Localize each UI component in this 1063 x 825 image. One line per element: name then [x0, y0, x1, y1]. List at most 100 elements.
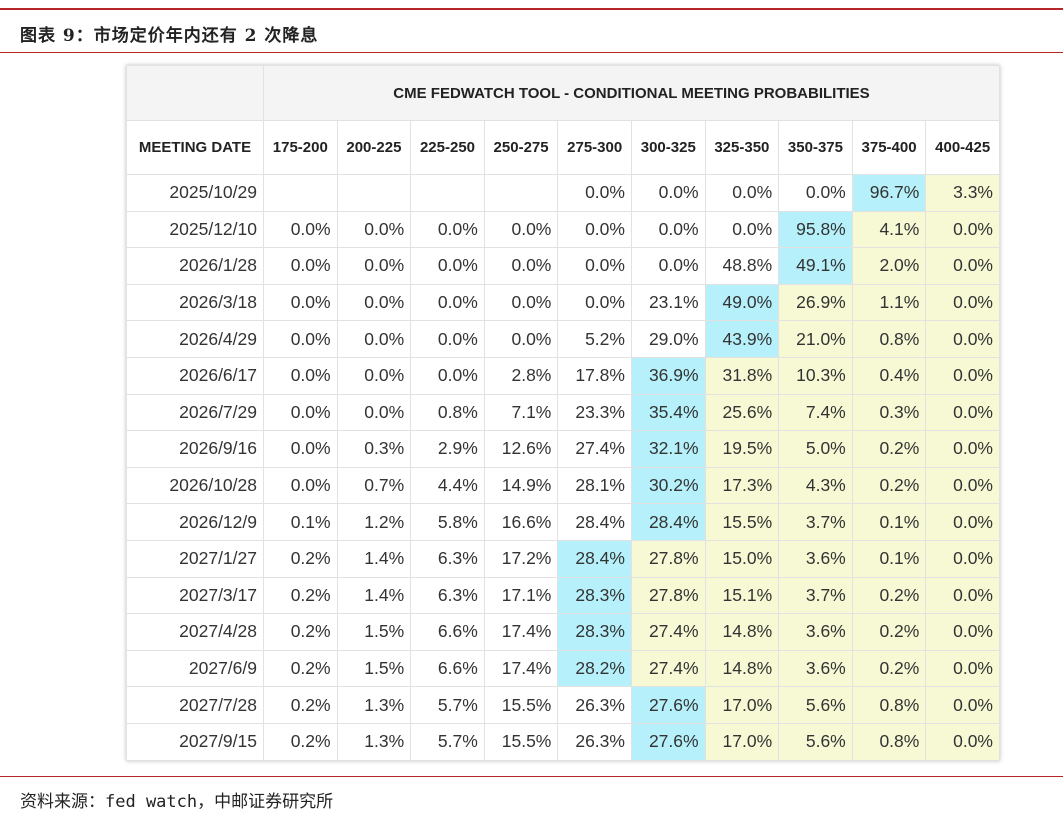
probability-cell: 0.0%	[336, 356, 412, 395]
probability-cell: 0.0%	[263, 320, 338, 358]
probability-cell: 0.0%	[925, 722, 1000, 761]
probability-cell: 4.1%	[851, 210, 927, 249]
probability-cell: 21.0%	[778, 320, 853, 358]
probability-cell: 0.0%	[336, 247, 412, 285]
meeting-date-cell: 2027/6/9	[126, 649, 264, 688]
probability-cell: 27.4%	[557, 430, 632, 468]
probability-cell: 12.6%	[483, 430, 559, 468]
probability-cell: 0.0%	[263, 283, 338, 322]
probability-cell: 3.6%	[778, 649, 853, 688]
table-row: 2027/7/28 0.2% 1.3% 5.7% 15.5% 26.3% 27.6% 17.0…	[126, 686, 1000, 724]
probability-cell: 31.8%	[704, 356, 780, 395]
table-row: 2025/10/29 0.0% 0.0% 0.0% 0.0% 96.7% 3.3%	[126, 174, 1000, 212]
probability-cell	[483, 174, 559, 212]
figure-title: 图表 9：市场定价年内还有 2 次降息	[20, 26, 319, 46]
meeting-date-cell: 2026/10/28	[126, 466, 264, 505]
table-row: 2027/3/17 0.2% 1.4% 6.3% 17.1% 28.3% 27.8% 15.1…	[126, 576, 1000, 615]
probability-cell: 3.7%	[778, 576, 853, 615]
probability-cell: 95.8%	[778, 210, 853, 249]
probability-cell: 0.2%	[263, 722, 338, 761]
probability-cell: 5.7%	[410, 722, 485, 761]
probability-cell: 5.0%	[778, 430, 853, 468]
probability-cell: 30.2%	[630, 466, 706, 505]
probability-cell: 26.9%	[778, 283, 853, 322]
probability-cell: 5.8%	[410, 503, 485, 541]
source-note: 资料来源：fed watch，中邮证券研究所	[20, 792, 334, 812]
probability-cell	[410, 174, 485, 212]
probability-cell: 17.0%	[704, 686, 780, 724]
rate-range-header: 300-325	[630, 120, 706, 175]
probability-cell: 0.0%	[557, 247, 632, 285]
probability-cell: 0.2%	[263, 686, 338, 724]
probability-cell: 27.4%	[630, 649, 706, 688]
probability-cell: 0.0%	[263, 247, 338, 285]
probability-cell: 0.2%	[851, 613, 927, 651]
probability-cell: 1.4%	[336, 539, 412, 578]
meeting-date-cell: 2025/10/29	[126, 174, 264, 212]
probability-cell: 17.3%	[704, 466, 780, 505]
probability-cell: 23.3%	[557, 393, 632, 432]
probability-cell: 0.0%	[557, 283, 632, 322]
probability-cell: 0.0%	[925, 393, 1000, 432]
probability-cell: 6.6%	[410, 613, 485, 651]
probability-cell: 17.2%	[483, 539, 559, 578]
probability-cell: 3.6%	[778, 539, 853, 578]
probability-cell: 0.0%	[925, 649, 1000, 688]
probability-cell: 0.3%	[851, 393, 927, 432]
probability-cell: 0.0%	[483, 283, 559, 322]
probability-cell: 48.8%	[704, 247, 780, 285]
bottom-rule	[0, 776, 1063, 777]
probability-cell: 26.3%	[557, 722, 632, 761]
probability-cell: 6.3%	[410, 539, 485, 578]
probability-cell: 27.8%	[630, 539, 706, 578]
probability-cell: 15.1%	[704, 576, 780, 615]
probability-cell: 15.0%	[704, 539, 780, 578]
table-row: 2026/12/9 0.1% 1.2% 5.8% 16.6% 28.4% 28.4% 15.5…	[126, 503, 1000, 541]
probability-cell: 2.9%	[410, 430, 485, 468]
rate-range-header: 375-400	[851, 120, 927, 175]
probability-cell: 27.4%	[630, 613, 706, 651]
table-row: 2026/7/29 0.0% 0.0% 0.8% 7.1% 23.3% 35.4% 25.6%…	[126, 393, 1000, 432]
probability-cell: 0.0%	[925, 686, 1000, 724]
probability-cell: 1.3%	[336, 722, 412, 761]
probability-cell: 0.0%	[263, 466, 338, 505]
meeting-date-cell: 2026/12/9	[126, 503, 264, 541]
probability-cell: 0.3%	[336, 430, 412, 468]
probability-cell: 0.0%	[704, 210, 780, 249]
probability-cell: 0.0%	[410, 210, 485, 249]
meeting-date-cell: 2027/4/28	[126, 613, 264, 651]
probability-cell: 1.5%	[336, 613, 412, 651]
probability-cell: 28.4%	[557, 503, 632, 541]
probability-cell: 96.7%	[851, 174, 927, 212]
probability-cell: 6.3%	[410, 576, 485, 615]
probability-cell: 0.7%	[336, 466, 412, 505]
table-row: 2026/10/28 0.0% 0.7% 4.4% 14.9% 28.1% 30.2% 17.…	[126, 466, 1000, 505]
fedwatch-probability-table: CME FEDWATCH TOOL - CONDITIONAL MEETING …	[126, 65, 1000, 761]
probability-cell: 0.1%	[851, 503, 927, 541]
probability-cell: 0.0%	[925, 320, 1000, 358]
rate-range-header: 200-225	[336, 120, 412, 175]
column-header-row: MEETING DATE 175-200 200-225 225-250 250-27…	[126, 120, 1000, 175]
probability-cell: 6.6%	[410, 649, 485, 688]
meeting-date-cell: 2027/3/17	[126, 576, 264, 615]
probability-cell: 27.8%	[630, 576, 706, 615]
meeting-date-cell: 2026/6/17	[126, 356, 264, 395]
probability-cell: 15.5%	[704, 503, 780, 541]
probability-cell: 1.2%	[336, 503, 412, 541]
probability-cell	[336, 174, 412, 212]
probability-cell: 3.3%	[925, 174, 1000, 212]
probability-cell: 0.0%	[925, 430, 1000, 468]
probability-cell: 1.1%	[851, 283, 927, 322]
probability-cell: 0.8%	[410, 393, 485, 432]
probability-cell: 7.4%	[778, 393, 853, 432]
top-accent-rule	[0, 8, 1063, 10]
probability-cell: 17.1%	[483, 576, 559, 615]
probability-cell: 0.0%	[336, 320, 412, 358]
probability-cell: 14.9%	[483, 466, 559, 505]
rate-range-header: 175-200	[263, 120, 338, 175]
probability-cell: 49.1%	[778, 247, 853, 285]
probability-cell: 0.2%	[851, 466, 927, 505]
probability-cell: 17.0%	[704, 722, 780, 761]
probability-cell: 0.0%	[630, 247, 706, 285]
probability-cell: 5.6%	[778, 722, 853, 761]
